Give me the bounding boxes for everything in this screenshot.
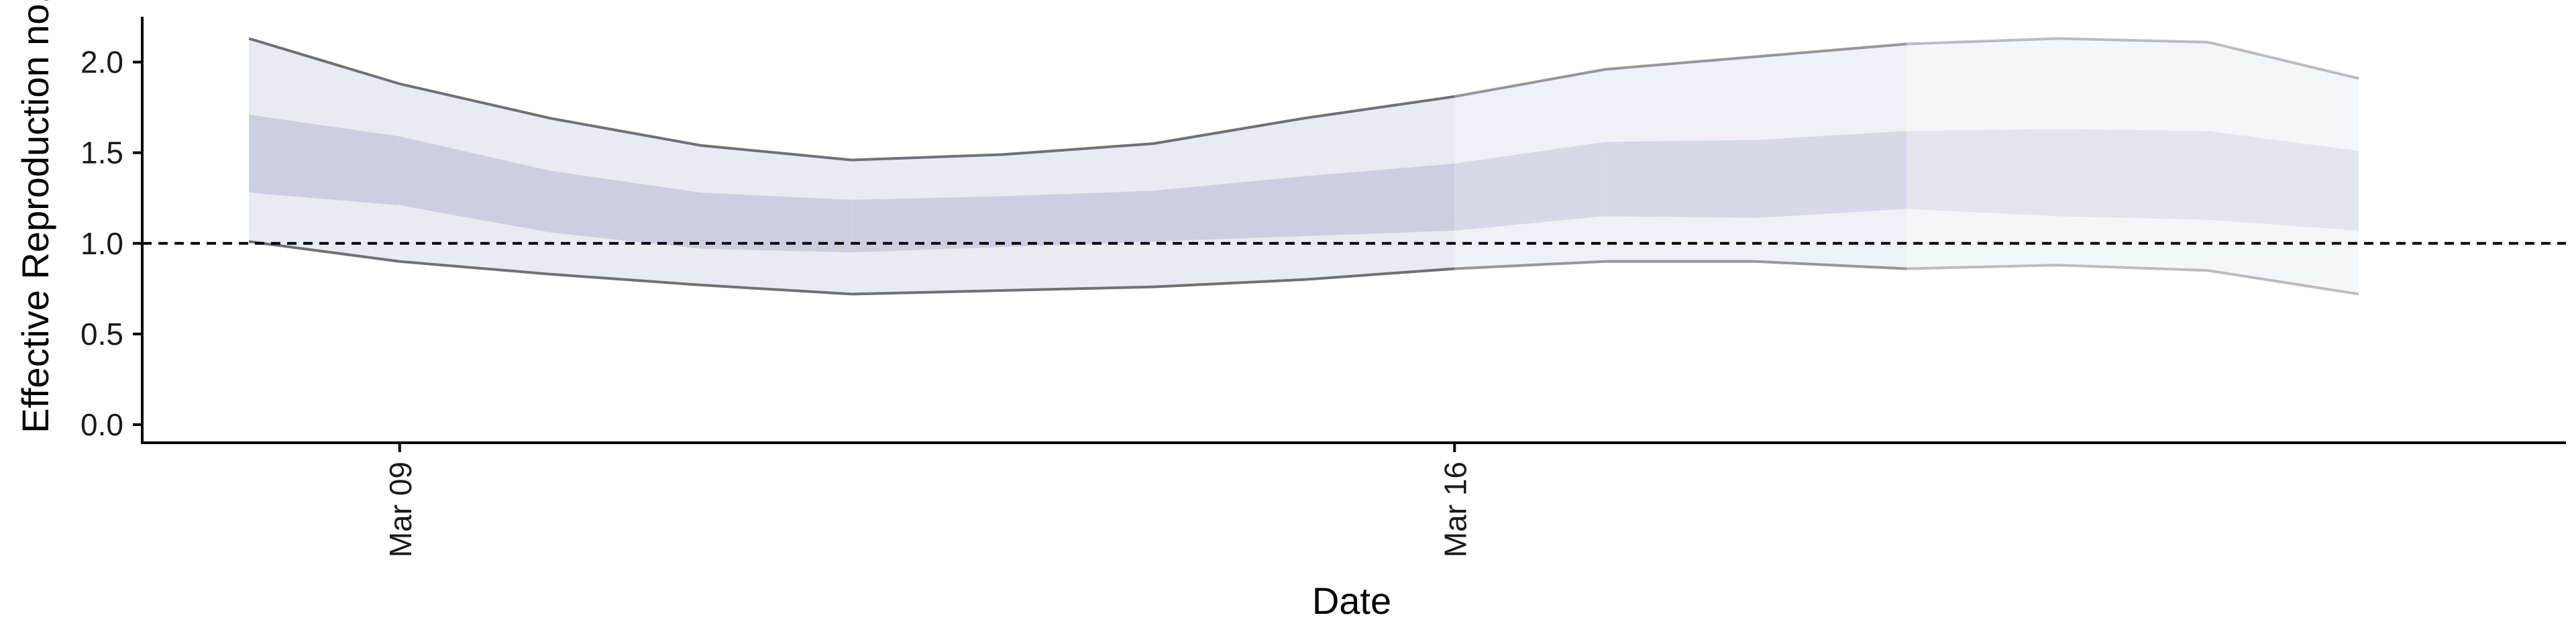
y-tick-label: 0.0 [80, 407, 123, 442]
lower-bound-segment [851, 289, 1003, 296]
y-axis-title: Effective Reproduction no. [14, 0, 56, 433]
upper-bound-segment [700, 144, 852, 162]
band-50-segment [550, 170, 702, 249]
y-tick-label: 1.5 [80, 136, 123, 170]
interval-bound-lines [248, 37, 2359, 296]
upper-bound-segment [248, 37, 400, 85]
lower-bound-segment [1454, 260, 1606, 270]
band-50-segment [1002, 191, 1153, 248]
upper-bound-segment [2208, 40, 2359, 80]
y-tick-label: 0.5 [80, 317, 123, 352]
band-50-segment [2057, 129, 2208, 220]
x-axis-ticks: Mar 09 Mar 16 [383, 443, 1472, 557]
upper-bound-segment [1756, 42, 1907, 58]
x-tick-label: Mar 09 [383, 462, 418, 557]
band-50-segment [399, 136, 551, 233]
upper-bound-segment [1303, 95, 1455, 120]
band-50-segment [1303, 163, 1455, 236]
band-50-segment [1756, 131, 1907, 218]
upper-bound-segment [399, 83, 551, 120]
band-50-segment [249, 114, 400, 206]
upper-bound-segment [550, 117, 702, 147]
credible-interval-bands [249, 38, 2359, 294]
y-tick-label: 2.0 [80, 45, 123, 80]
upper-bound-segment [1152, 117, 1304, 146]
band-50-segment [851, 196, 1003, 253]
lower-bound-segment [550, 272, 702, 286]
upper-bound-segment [1454, 68, 1606, 98]
band-50-segment [1454, 142, 1605, 231]
band-50-segment [701, 193, 852, 253]
y-tick-label: 1.0 [80, 226, 123, 261]
upper-bound-segment [1907, 37, 2057, 46]
lower-bound-segment [700, 283, 852, 296]
band-50-segment [1605, 140, 1756, 218]
upper-bound-segment [2057, 37, 2208, 44]
lower-bound-segment [1303, 267, 1455, 281]
lower-bound-segment [1152, 278, 1304, 288]
lower-bound-segment [1756, 260, 1907, 270]
lower-bound-segment [1907, 264, 2057, 270]
band-50-segment [1907, 129, 2057, 217]
x-tick-label: Mar 16 [1438, 462, 1472, 557]
band-50-segment [1152, 176, 1304, 242]
lower-bound-segment [399, 260, 551, 276]
lower-bound-segment [1002, 285, 1154, 292]
y-axis-ticks: 0.0 0.5 1.0 1.5 2.0 [80, 45, 142, 442]
axes [141, 17, 2566, 444]
upper-bound-segment [1605, 55, 1756, 71]
band-90-segment [2057, 38, 2208, 271]
band-90-segment [2208, 42, 2359, 294]
lower-bound-segment [248, 240, 400, 263]
band-50-segment [2208, 131, 2359, 231]
lower-bound-segment [2057, 264, 2208, 272]
lower-bound-segment [2208, 269, 2359, 296]
band-90-segment [1907, 38, 2057, 269]
upper-bound-segment [1002, 142, 1154, 156]
x-axis-title: Date [1312, 580, 1391, 622]
upper-bound-segment [851, 153, 1003, 162]
